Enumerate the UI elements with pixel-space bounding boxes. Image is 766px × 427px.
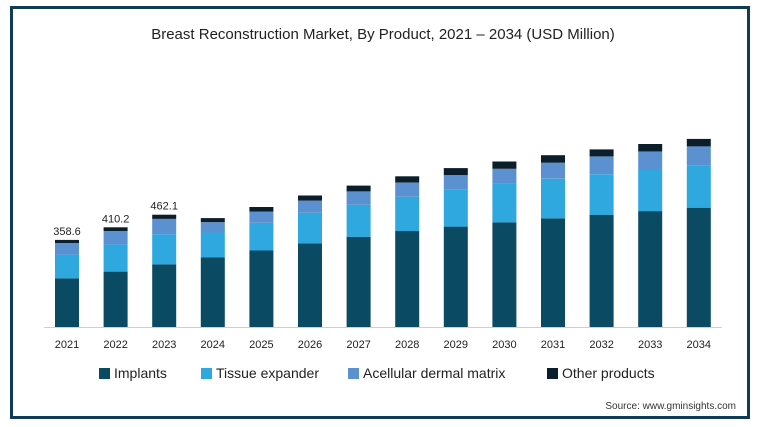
bar-segment-2031-tissue-expander (541, 178, 565, 219)
chart-frame (10, 6, 750, 419)
bar-segment-2027-acellular-dermal-matrix (346, 191, 371, 205)
bar-segment-2028-other-products (395, 176, 420, 183)
bar-segment-2034-acellular-dermal-matrix (686, 146, 711, 166)
x-tick-label-2025: 2025 (249, 339, 273, 351)
bar-segment-2021-tissue-expander (55, 254, 79, 279)
bar-segment-2033-implants (638, 211, 663, 327)
bar-segment-2024-tissue-expander (200, 232, 225, 258)
x-tick-label-2032: 2032 (589, 339, 613, 351)
bar-segment-2032-other-products (589, 149, 614, 157)
bar-segment-2031-other-products (541, 155, 565, 163)
bar-segment-2030-tissue-expander (492, 183, 517, 223)
bar-segment-2021-acellular-dermal-matrix (55, 242, 79, 255)
bar-segment-2029-other-products (443, 168, 468, 176)
bar-segment-2027-other-products (346, 185, 371, 192)
legend-swatch (99, 368, 110, 379)
bar-segment-2031-acellular-dermal-matrix (541, 162, 565, 179)
bar-segment-2033-tissue-expander (638, 169, 663, 212)
legend-swatch (348, 368, 359, 379)
bar-segment-2023-acellular-dermal-matrix (152, 218, 177, 235)
bar-segment-2027-implants (346, 236, 371, 327)
legend-label: Other products (562, 365, 655, 381)
source-note: Source: www.gminsights.com (605, 401, 736, 412)
bar-segment-2032-implants (589, 214, 614, 327)
bar-segment-2030-acellular-dermal-matrix (492, 168, 517, 184)
x-tick-label-2023: 2023 (152, 339, 176, 351)
bar-segment-2034-other-products (686, 138, 711, 147)
bar-segment-2028-implants (395, 231, 420, 327)
bar-segment-2027-tissue-expander (346, 204, 371, 237)
bar-segment-2029-acellular-dermal-matrix (443, 175, 468, 190)
bar-segment-2025-implants (249, 250, 274, 327)
x-tick-label-2030: 2030 (492, 339, 516, 351)
bar-segment-2025-other-products (249, 207, 274, 212)
bar-segment-2023-tissue-expander (152, 234, 177, 265)
chart-title: Breast Reconstruction Market, By Product… (151, 26, 615, 43)
legend-swatch (201, 368, 212, 379)
data-label-2023: 462.1 (150, 201, 178, 213)
bar-segment-2026-implants (298, 243, 322, 327)
bar-segment-2029-implants (443, 226, 468, 327)
bar-segment-2022-implants (103, 271, 128, 327)
bar-segment-2030-other-products (492, 161, 517, 169)
x-tick-label-2031: 2031 (541, 339, 565, 351)
bar-segment-2031-implants (541, 218, 565, 327)
bar-segment-2034-implants (686, 207, 711, 327)
bar-segment-2033-acellular-dermal-matrix (638, 151, 663, 170)
bar-segment-2025-acellular-dermal-matrix (249, 211, 274, 223)
legend-item-implants: Implants (99, 365, 167, 381)
bar-segment-2033-other-products (638, 144, 663, 152)
bar-segment-2023-other-products (152, 214, 177, 219)
bar-segment-2024-other-products (200, 218, 225, 223)
x-tick-label-2029: 2029 (444, 339, 468, 351)
bar-segment-2022-tissue-expander (103, 244, 128, 272)
x-tick-label-2028: 2028 (395, 339, 419, 351)
bar-segment-2030-implants (492, 222, 517, 327)
x-tick-labels: 2021 2022 2023 2024 2025 2026 2027 2028 2029 2030… (55, 339, 711, 351)
data-label-2022: 410.2 (102, 213, 130, 225)
bar-segment-2026-tissue-expander (298, 212, 322, 244)
bar-segment-2032-tissue-expander (589, 174, 614, 215)
bar-segment-2026-other-products (298, 195, 322, 201)
bar-segment-2032-acellular-dermal-matrix (589, 156, 614, 175)
bar-segment-2028-tissue-expander (395, 196, 420, 232)
bar-segment-2024-acellular-dermal-matrix (200, 222, 225, 233)
data-label-2021: 358.6 (53, 226, 81, 238)
data-labels: 358.6 410.2 462.1 (53, 201, 178, 238)
bar-segment-2022-other-products (103, 227, 128, 231)
legend: Implants Tissue expander Acellular dermal … (99, 365, 655, 381)
legend-item-acellular-dermal-matrix: Acellular dermal matrix (348, 365, 505, 381)
bar-segment-2029-tissue-expander (443, 189, 468, 227)
x-tick-label-2033: 2033 (638, 339, 662, 351)
bar-segment-2025-tissue-expander (249, 222, 274, 251)
legend-item-other-products: Other products (547, 365, 655, 381)
bar-segment-2026-acellular-dermal-matrix (298, 200, 322, 213)
legend-label: Tissue expander (216, 365, 319, 381)
bar-segment-2023-implants (152, 264, 177, 327)
bar-segment-2028-acellular-dermal-matrix (395, 182, 420, 197)
legend-item-tissue-expander: Tissue expander (201, 365, 319, 381)
x-tick-label-2034: 2034 (687, 339, 711, 351)
legend-label: Implants (114, 365, 167, 381)
bars-group (55, 138, 711, 327)
bar-segment-2024-implants (200, 257, 225, 327)
x-tick-label-2027: 2027 (346, 339, 370, 351)
x-tick-label-2026: 2026 (298, 339, 322, 351)
bar-segment-2034-tissue-expander (686, 165, 711, 208)
x-tick-label-2024: 2024 (201, 339, 225, 351)
bar-segment-2021-implants (55, 278, 79, 327)
legend-label: Acellular dermal matrix (363, 365, 505, 381)
x-tick-label-2021: 2021 (55, 339, 79, 351)
bar-segment-2021-other-products (55, 239, 79, 243)
bar-segment-2022-acellular-dermal-matrix (103, 231, 128, 245)
x-tick-label-2022: 2022 (103, 339, 127, 351)
legend-swatch (547, 368, 558, 379)
